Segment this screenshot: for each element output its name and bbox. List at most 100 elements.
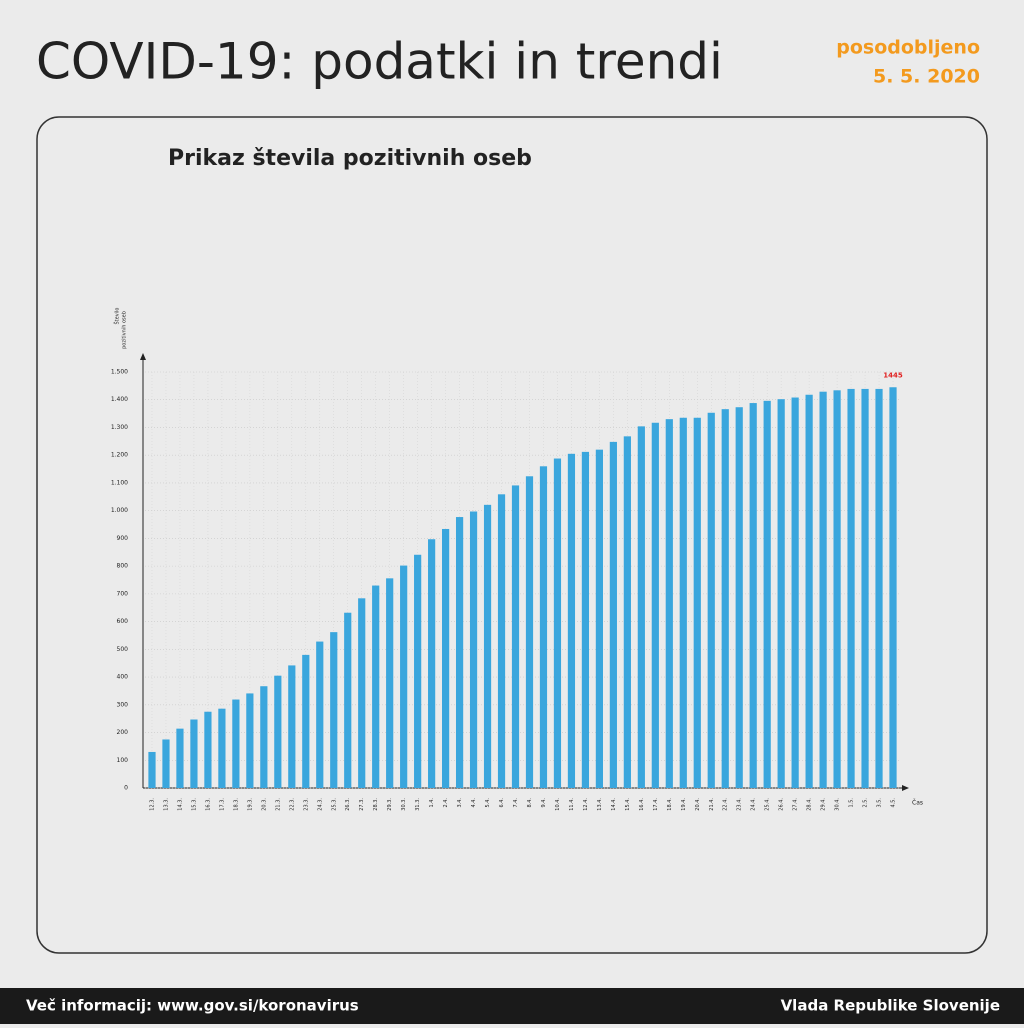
y-tick-label: 1.500 bbox=[111, 369, 128, 376]
bar bbox=[777, 399, 785, 788]
x-tick-label: 30.3. bbox=[401, 798, 407, 811]
bar bbox=[204, 711, 212, 788]
bar bbox=[442, 528, 450, 788]
x-tick-label: 20.4. bbox=[695, 798, 701, 811]
bar bbox=[623, 436, 631, 788]
x-axis-label: Čas bbox=[912, 800, 923, 807]
bar bbox=[190, 719, 198, 788]
y-tick-label: 800 bbox=[117, 563, 129, 570]
footer-bar bbox=[0, 988, 1024, 1024]
x-tick-label: 3.5. bbox=[877, 798, 883, 808]
y-tick-label: 100 bbox=[117, 757, 129, 764]
x-tick-label: 27.4. bbox=[793, 798, 799, 811]
updated-date: 5. 5. 2020 bbox=[873, 66, 980, 88]
bar bbox=[637, 426, 645, 788]
bar bbox=[428, 539, 436, 788]
x-tick-label: 19.3. bbox=[247, 798, 253, 811]
bar bbox=[316, 641, 324, 788]
y-tick-label: 1.100 bbox=[111, 479, 128, 486]
bar bbox=[455, 517, 464, 788]
y-tick-label: 1.200 bbox=[111, 452, 128, 459]
bar bbox=[735, 407, 743, 788]
bar bbox=[246, 693, 254, 788]
bar bbox=[609, 441, 617, 788]
x-tick-label: 25.3. bbox=[331, 798, 337, 811]
bar bbox=[469, 511, 478, 788]
x-tick-label: 2.4. bbox=[443, 798, 449, 808]
y-tick-label: 600 bbox=[117, 618, 129, 625]
x-tick-label: 16.3. bbox=[205, 798, 211, 811]
chart-title: Prikaz števila pozitivnih oseb bbox=[168, 146, 532, 171]
bar bbox=[218, 708, 226, 788]
bar bbox=[372, 585, 380, 788]
x-tick-label: 6.4. bbox=[499, 798, 505, 808]
x-tick-label: 22.3. bbox=[289, 798, 295, 811]
page-title: COVID-19: podatki in trendi bbox=[36, 33, 723, 91]
x-tick-label: 5.4. bbox=[485, 798, 491, 808]
x-tick-label: 12.3. bbox=[149, 798, 155, 811]
x-tick-label: 7.4. bbox=[513, 798, 519, 808]
y-tick-label: 300 bbox=[117, 701, 129, 708]
bar bbox=[302, 654, 310, 788]
bar bbox=[176, 728, 184, 788]
x-tick-label: 4.4. bbox=[471, 798, 477, 808]
x-tick-label: 23.4. bbox=[737, 798, 743, 811]
x-tick-label: 21.4. bbox=[709, 798, 715, 811]
y-tick-label: 0 bbox=[124, 785, 128, 792]
bar bbox=[553, 458, 562, 788]
bar bbox=[483, 504, 492, 788]
x-tick-label: 24.4. bbox=[751, 798, 757, 811]
bar bbox=[805, 394, 813, 788]
bar bbox=[581, 451, 590, 788]
x-tick-label: 17.3. bbox=[219, 798, 225, 811]
x-tick-label: 14.4. bbox=[611, 798, 617, 811]
x-tick-label: 24.3. bbox=[317, 798, 323, 811]
y-tick-label: 200 bbox=[117, 729, 129, 736]
bar bbox=[665, 419, 673, 788]
bar bbox=[875, 388, 883, 788]
bar bbox=[889, 387, 897, 788]
x-tick-label: 13.3. bbox=[163, 798, 169, 811]
bar bbox=[344, 612, 352, 788]
x-tick-label: 29.3. bbox=[387, 798, 393, 811]
x-tick-label: 3.4. bbox=[457, 798, 463, 808]
bar bbox=[232, 699, 240, 788]
bar bbox=[707, 412, 715, 788]
x-tick-label: 28.3. bbox=[373, 798, 379, 811]
x-tick-label: 18.4. bbox=[667, 798, 673, 811]
bar bbox=[260, 686, 268, 788]
x-tick-label: 14.3. bbox=[177, 798, 183, 811]
y-tick-label: 1.300 bbox=[111, 424, 128, 431]
bar bbox=[693, 417, 701, 788]
x-tick-label: 26.3. bbox=[345, 798, 351, 811]
footer-publisher: Vlada Republike Slovenije bbox=[781, 997, 1000, 1015]
y-axis-label: Število bbox=[114, 307, 121, 324]
x-tick-label: 19.4. bbox=[681, 798, 687, 811]
y-tick-label: 400 bbox=[117, 674, 129, 681]
bar bbox=[819, 391, 827, 788]
x-tick-label: 15.3. bbox=[191, 798, 197, 811]
x-tick-label: 15.4. bbox=[625, 798, 631, 811]
bar bbox=[595, 449, 603, 788]
bar bbox=[525, 476, 534, 788]
data-label: 1445 bbox=[883, 371, 903, 379]
x-tick-label: 1.5. bbox=[849, 798, 855, 808]
updated-label: posodobljeno bbox=[836, 37, 980, 59]
y-axis-arrow bbox=[140, 353, 146, 360]
bar bbox=[497, 494, 506, 788]
bar bbox=[148, 751, 156, 788]
x-tick-label: 22.4. bbox=[723, 798, 729, 811]
footer-info: Več informacij: www.gov.si/koronavirus bbox=[26, 997, 359, 1015]
x-tick-label: 12.4. bbox=[583, 798, 589, 811]
x-tick-label: 23.3. bbox=[303, 798, 309, 811]
y-axis-label: pozitivnih oseb bbox=[122, 311, 128, 349]
x-tick-label: 8.4. bbox=[527, 798, 533, 808]
bar bbox=[721, 409, 729, 788]
x-tick-label: 31.3. bbox=[415, 798, 421, 811]
y-tick-label: 700 bbox=[117, 590, 129, 597]
bar bbox=[763, 400, 771, 788]
y-tick-label: 900 bbox=[117, 535, 129, 542]
x-tick-label: 30.4. bbox=[835, 798, 841, 811]
bar bbox=[861, 388, 869, 788]
